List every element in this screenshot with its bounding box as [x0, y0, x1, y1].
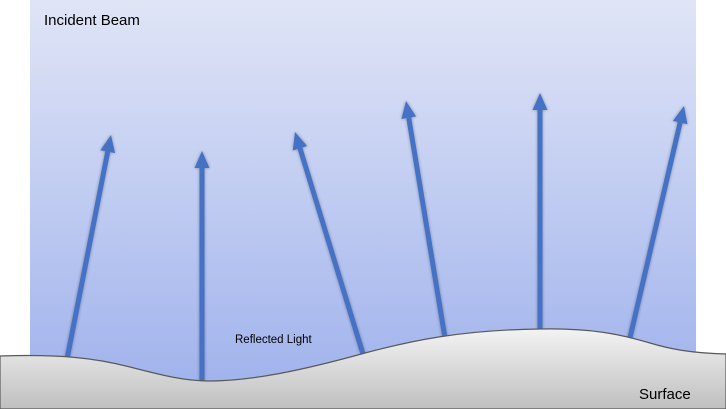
reflected-rays [64, 93, 688, 381]
reflected-ray-6 [626, 106, 688, 343]
reflected-ray-3 [292, 132, 366, 355]
reflected-light-label: Reflected Light [235, 334, 312, 346]
reflected-ray-4-shaft [405, 115, 448, 339]
reflected-ray-4 [401, 101, 448, 339]
reflected-ray-1 [64, 135, 116, 360]
reflected-ray-6-arrowhead [672, 106, 688, 125]
reflected-ray-4-arrowhead [401, 101, 417, 119]
reflected-ray-3-arrowhead [292, 132, 308, 151]
incident-beam-label: Incident Beam [44, 12, 140, 29]
reflected-ray-2-arrowhead [194, 151, 210, 168]
reflected-ray-2 [194, 151, 210, 381]
reflected-ray-5-arrowhead [532, 93, 548, 110]
reflected-ray-6-shaft [626, 120, 684, 343]
surface-label: Surface [639, 386, 691, 403]
reflected-ray-5 [532, 93, 548, 329]
reflected-ray-1-shaft [64, 149, 111, 360]
reflected-ray-3-shaft [297, 145, 366, 355]
surface [0, 328, 726, 409]
reflected-ray-1-arrowhead [100, 135, 116, 154]
